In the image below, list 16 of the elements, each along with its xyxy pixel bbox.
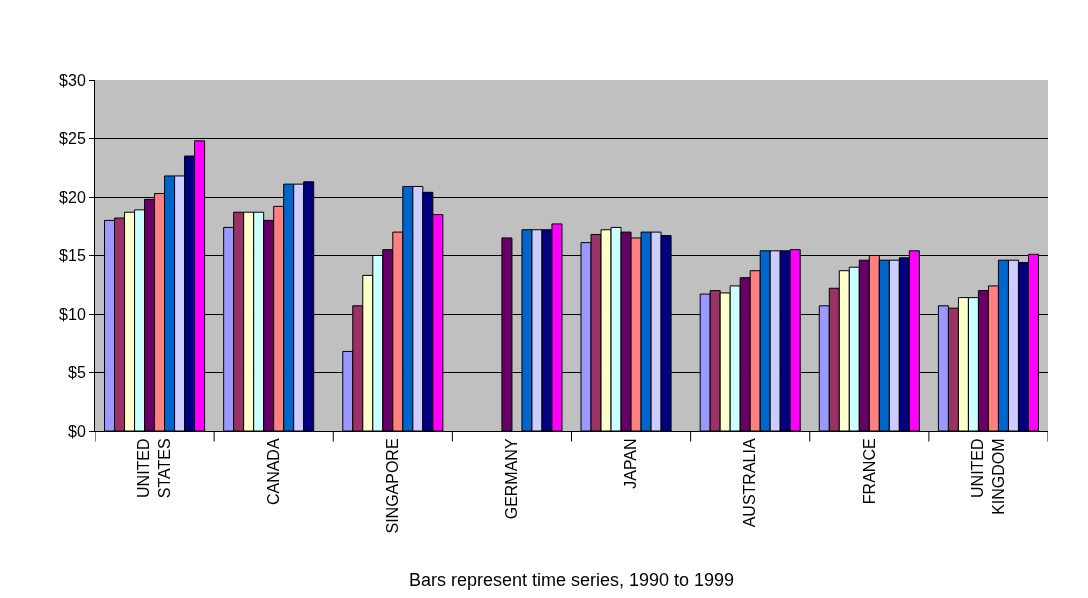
y-tick-label: $15: [59, 247, 86, 265]
x-tick-label: UNITED KINGDOM: [969, 438, 1008, 515]
x-tick-label: SINGAPORE: [384, 438, 402, 534]
x-tick-label: GERMANY: [503, 438, 521, 520]
x-tick-label: AUSTRALIA: [741, 438, 759, 528]
x-tick-label: JAPAN: [622, 438, 640, 489]
y-tick-label: $30: [59, 71, 86, 89]
y-tick-label: $0: [68, 422, 86, 440]
y-tick-label: $5: [68, 364, 86, 382]
x-tick-label: UNITED STATES: [135, 438, 174, 499]
x-tick-label: CANADA: [264, 438, 282, 506]
y-tick-label: $25: [59, 130, 86, 148]
x-axis-title: Bars represent time series, 1990 to 1999: [408, 569, 735, 590]
x-tick-label: FRANCE: [860, 438, 878, 505]
y-tick-label: $20: [59, 188, 86, 206]
y-tick-label: $10: [59, 305, 86, 323]
